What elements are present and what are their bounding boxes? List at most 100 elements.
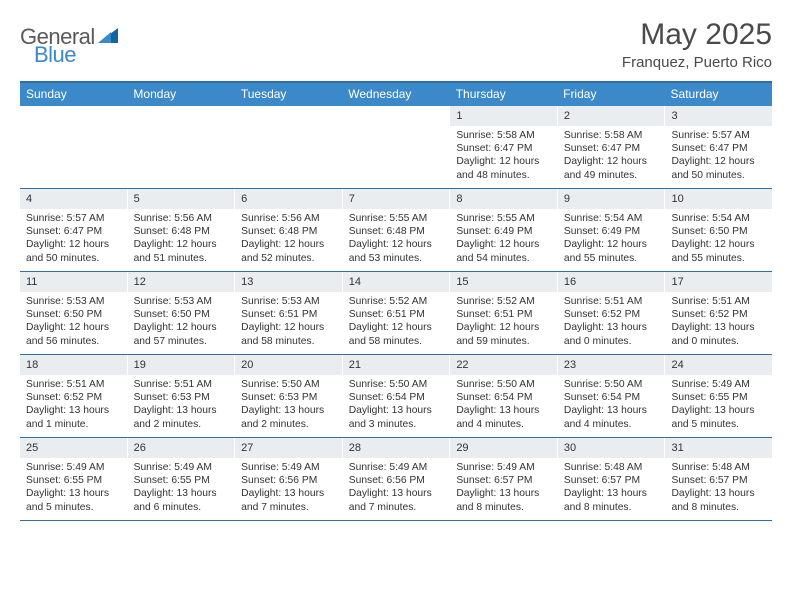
daylight-line: Daylight: 13 hours and 8 minutes. <box>564 487 659 513</box>
day-number: 18 <box>20 355 127 375</box>
day-cell: 1Sunrise: 5:58 AMSunset: 6:47 PMDaylight… <box>450 106 558 188</box>
sunrise-line: Sunrise: 5:55 AM <box>456 212 551 225</box>
sunset-line: Sunset: 6:51 PM <box>241 308 336 321</box>
month-title: May 2025 <box>622 18 772 52</box>
day-number: 28 <box>343 438 450 458</box>
day-cell: 17Sunrise: 5:51 AMSunset: 6:52 PMDayligh… <box>665 272 772 354</box>
sunrise-line: Sunrise: 5:56 AM <box>241 212 336 225</box>
sunset-line: Sunset: 6:54 PM <box>564 391 659 404</box>
week-row: 1Sunrise: 5:58 AMSunset: 6:47 PMDaylight… <box>20 106 772 189</box>
day-cell: 3Sunrise: 5:57 AMSunset: 6:47 PMDaylight… <box>665 106 772 188</box>
sunrise-line: Sunrise: 5:49 AM <box>26 461 121 474</box>
sunset-line: Sunset: 6:47 PM <box>456 142 551 155</box>
sunset-line: Sunset: 6:50 PM <box>134 308 229 321</box>
day-cell: 22Sunrise: 5:50 AMSunset: 6:54 PMDayligh… <box>450 355 558 437</box>
week-row: 18Sunrise: 5:51 AMSunset: 6:52 PMDayligh… <box>20 355 772 438</box>
day-cell <box>128 106 236 188</box>
day-number: 12 <box>128 272 235 292</box>
sunrise-line: Sunrise: 5:53 AM <box>26 295 121 308</box>
day-body: Sunrise: 5:51 AMSunset: 6:52 PMDaylight:… <box>20 375 127 435</box>
day-cell: 28Sunrise: 5:49 AMSunset: 6:56 PMDayligh… <box>343 438 451 520</box>
sunrise-line: Sunrise: 5:50 AM <box>241 378 336 391</box>
day-body: Sunrise: 5:56 AMSunset: 6:48 PMDaylight:… <box>128 209 235 269</box>
daylight-line: Daylight: 12 hours and 55 minutes. <box>671 238 766 264</box>
day-body: Sunrise: 5:48 AMSunset: 6:57 PMDaylight:… <box>558 458 665 518</box>
daylight-line: Daylight: 12 hours and 57 minutes. <box>134 321 229 347</box>
day-number: 10 <box>665 189 772 209</box>
day-body: Sunrise: 5:52 AMSunset: 6:51 PMDaylight:… <box>450 292 557 352</box>
day-body: Sunrise: 5:51 AMSunset: 6:52 PMDaylight:… <box>665 292 772 352</box>
day-number <box>235 106 342 126</box>
sunset-line: Sunset: 6:52 PM <box>26 391 121 404</box>
day-number: 19 <box>128 355 235 375</box>
day-cell: 29Sunrise: 5:49 AMSunset: 6:57 PMDayligh… <box>450 438 558 520</box>
day-number: 15 <box>450 272 557 292</box>
sunset-line: Sunset: 6:48 PM <box>241 225 336 238</box>
day-body: Sunrise: 5:50 AMSunset: 6:54 PMDaylight:… <box>450 375 557 435</box>
day-body: Sunrise: 5:51 AMSunset: 6:53 PMDaylight:… <box>128 375 235 435</box>
day-cell: 16Sunrise: 5:51 AMSunset: 6:52 PMDayligh… <box>558 272 666 354</box>
daylight-line: Daylight: 13 hours and 0 minutes. <box>671 321 766 347</box>
day-body: Sunrise: 5:54 AMSunset: 6:50 PMDaylight:… <box>665 209 772 269</box>
daylight-line: Daylight: 12 hours and 58 minutes. <box>349 321 444 347</box>
day-body: Sunrise: 5:57 AMSunset: 6:47 PMDaylight:… <box>20 209 127 269</box>
weekday-label: Saturday <box>665 83 772 106</box>
day-body: Sunrise: 5:55 AMSunset: 6:49 PMDaylight:… <box>450 209 557 269</box>
sunset-line: Sunset: 6:49 PM <box>564 225 659 238</box>
day-number: 11 <box>20 272 127 292</box>
daylight-line: Daylight: 12 hours and 48 minutes. <box>456 155 551 181</box>
day-cell: 6Sunrise: 5:56 AMSunset: 6:48 PMDaylight… <box>235 189 343 271</box>
day-cell: 9Sunrise: 5:54 AMSunset: 6:49 PMDaylight… <box>558 189 666 271</box>
sunrise-line: Sunrise: 5:52 AM <box>349 295 444 308</box>
sunset-line: Sunset: 6:52 PM <box>671 308 766 321</box>
daylight-line: Daylight: 12 hours and 56 minutes. <box>26 321 121 347</box>
sunset-line: Sunset: 6:55 PM <box>26 474 121 487</box>
day-cell: 27Sunrise: 5:49 AMSunset: 6:56 PMDayligh… <box>235 438 343 520</box>
brand-text-blue: Blue <box>34 42 76 67</box>
day-number: 7 <box>343 189 450 209</box>
day-body: Sunrise: 5:49 AMSunset: 6:55 PMDaylight:… <box>665 375 772 435</box>
daylight-line: Daylight: 12 hours and 55 minutes. <box>564 238 659 264</box>
sunset-line: Sunset: 6:51 PM <box>349 308 444 321</box>
daylight-line: Daylight: 13 hours and 5 minutes. <box>26 487 121 513</box>
day-number <box>343 106 450 126</box>
day-cell: 11 Sunrise: 5:53 AMSunset: 6:50 PMDayligh… <box>20 272 128 354</box>
sunset-line: Sunset: 6:54 PM <box>456 391 551 404</box>
page-header: General May 2025 Franquez, Puerto Rico <box>20 18 772 71</box>
day-number: 20 <box>235 355 342 375</box>
day-body: Sunrise: 5:50 AMSunset: 6:54 PMDaylight:… <box>558 375 665 435</box>
day-cell: 31Sunrise: 5:48 AMSunset: 6:57 PMDayligh… <box>665 438 772 520</box>
sunrise-line: Sunrise: 5:48 AM <box>564 461 659 474</box>
daylight-line: Daylight: 13 hours and 4 minutes. <box>456 404 551 430</box>
day-cell: 14 Sunrise: 5:52 AMSunset: 6:51 PMDayligh… <box>343 272 451 354</box>
sunrise-line: Sunrise: 5:58 AM <box>564 129 659 142</box>
sunset-line: Sunset: 6:47 PM <box>671 142 766 155</box>
day-number: 2 <box>558 106 665 126</box>
calendar-grid: SundayMondayTuesdayWednesdayThursdayFrid… <box>20 81 772 521</box>
sunset-line: Sunset: 6:50 PM <box>671 225 766 238</box>
day-number: 29 <box>450 438 557 458</box>
daylight-line: Daylight: 12 hours and 53 minutes. <box>349 238 444 264</box>
day-cell <box>20 106 128 188</box>
day-number: 6 <box>235 189 342 209</box>
daylight-line: Daylight: 13 hours and 6 minutes. <box>134 487 229 513</box>
day-cell: 7Sunrise: 5:55 AMSunset: 6:48 PMDaylight… <box>343 189 451 271</box>
day-number: 30 <box>558 438 665 458</box>
weekday-label: Wednesday <box>342 83 449 106</box>
day-body: Sunrise: 5:49 AMSunset: 6:55 PMDaylight:… <box>128 458 235 518</box>
daylight-line: Daylight: 12 hours and 50 minutes. <box>671 155 766 181</box>
day-cell: 18Sunrise: 5:51 AMSunset: 6:52 PMDayligh… <box>20 355 128 437</box>
day-cell: 13Sunrise: 5:53 AMSunset: 6:51 PMDayligh… <box>235 272 343 354</box>
sunrise-line: Sunrise: 5:52 AM <box>456 295 551 308</box>
day-body: Sunrise: 5:54 AMSunset: 6:49 PMDaylight:… <box>558 209 665 269</box>
weekday-label: Friday <box>557 83 664 106</box>
sunrise-line: Sunrise: 5:48 AM <box>671 461 766 474</box>
sunset-line: Sunset: 6:50 PM <box>26 308 121 321</box>
daylight-line: Daylight: 13 hours and 3 minutes. <box>349 404 444 430</box>
daylight-line: Daylight: 13 hours and 7 minutes. <box>349 487 444 513</box>
weekday-label: Sunday <box>20 83 127 106</box>
day-cell: 21Sunrise: 5:50 AMSunset: 6:54 PMDayligh… <box>343 355 451 437</box>
day-number: 14 <box>343 272 450 292</box>
daylight-line: Daylight: 13 hours and 2 minutes. <box>241 404 336 430</box>
day-number: 27 <box>235 438 342 458</box>
